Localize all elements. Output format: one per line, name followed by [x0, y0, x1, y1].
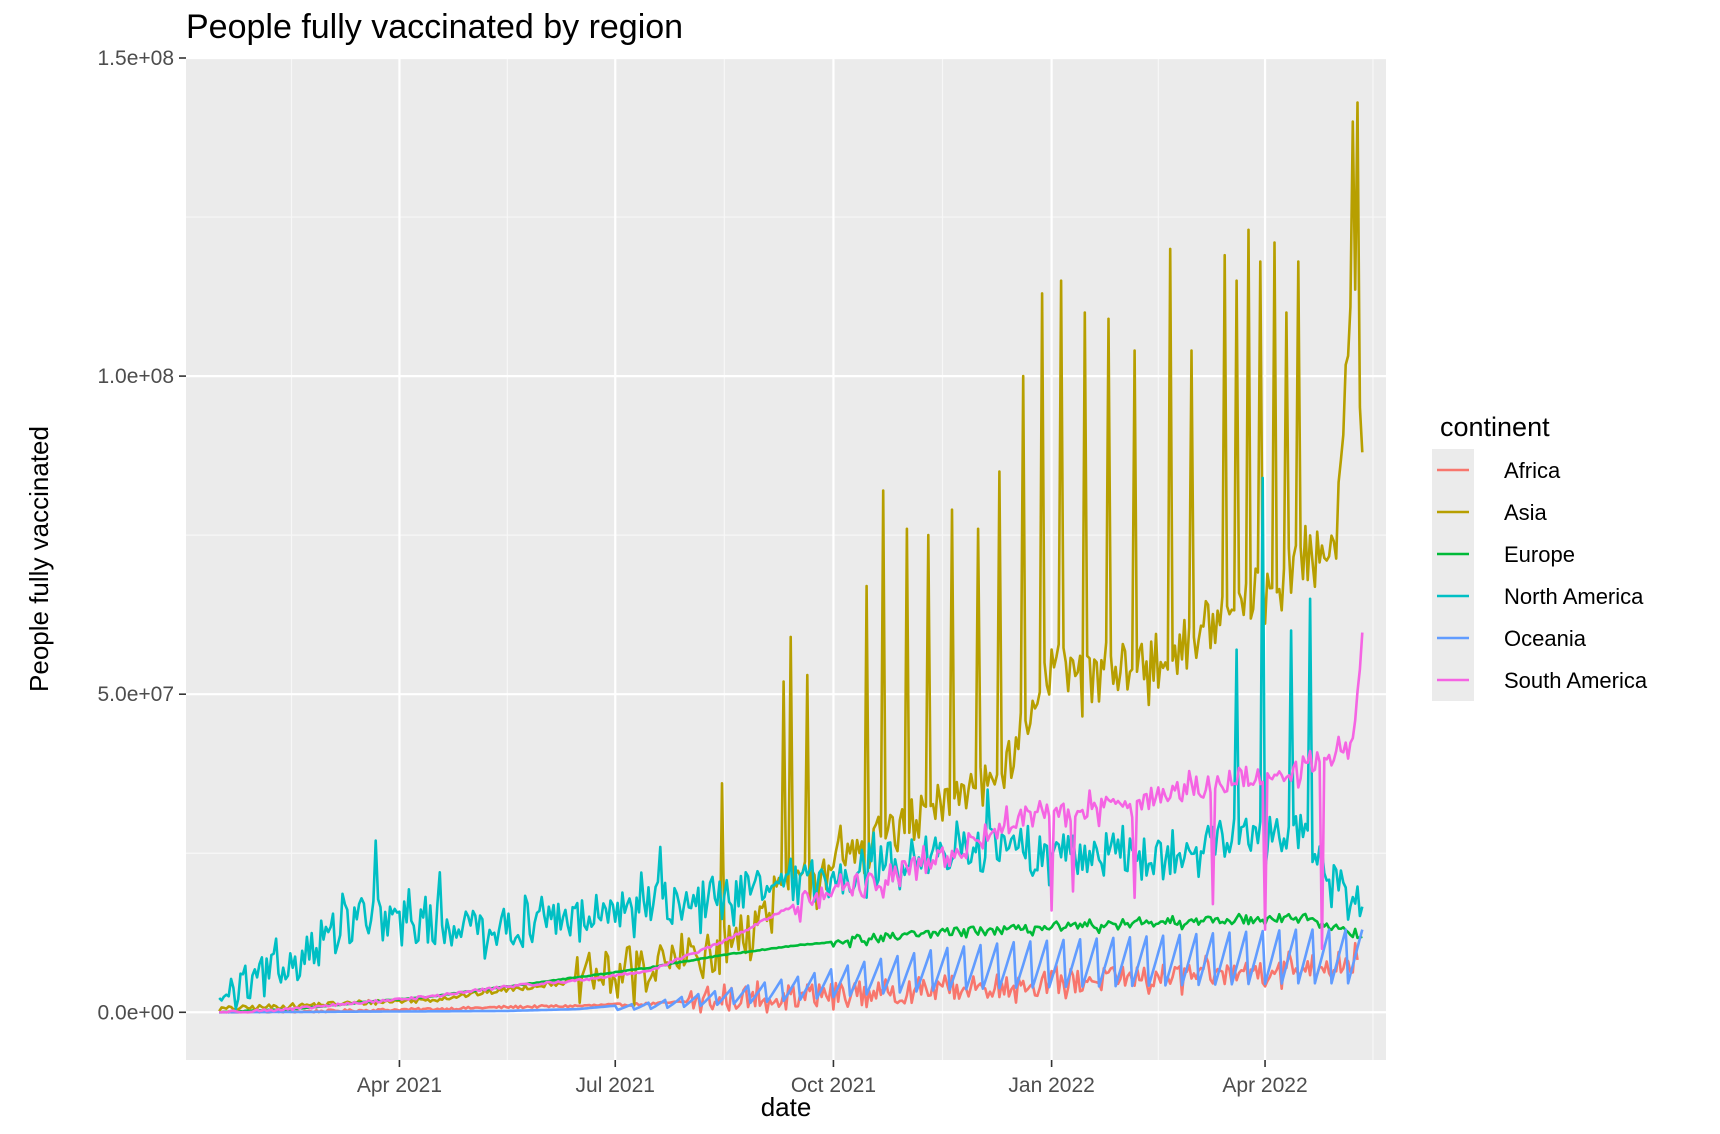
legend-label-europe: Europe: [1504, 542, 1575, 567]
x-tick-label: Jan 2022: [1008, 1074, 1094, 1097]
series-line-oceania: [219, 928, 1364, 1014]
x-tick-label: Oct 2021: [791, 1074, 876, 1097]
legend-label-oceania: Oceania: [1504, 626, 1587, 651]
legend-label-south-america: South America: [1504, 668, 1648, 693]
series-line-north-america: [218, 476, 1364, 1011]
major-gridlines: [186, 56, 1386, 1060]
plot-panel: [186, 58, 1386, 1060]
y-tick-label: 1.5e+08: [98, 47, 175, 70]
y-tick-labels: 0.0e+00 5.0e+07 1.0e+08 1.5e+08: [98, 47, 175, 1024]
legend-label-africa: Africa: [1504, 458, 1561, 483]
y-tick-label: 0.0e+00: [98, 1001, 175, 1024]
axis-ticks: [179, 57, 1266, 1067]
series-lines: [218, 101, 1364, 1014]
x-tick-labels: Apr 2021 Jul 2021 Oct 2021 Jan 2022 Apr 2022: [357, 1074, 1308, 1097]
x-tick-label: Apr 2021: [357, 1074, 442, 1097]
x-tick-label: Jul 2021: [576, 1074, 655, 1097]
legend-items: Africa Asia Europe North America Oceania Sout…: [1432, 449, 1648, 701]
legend-label-asia: Asia: [1504, 500, 1548, 525]
y-tick-label: 5.0e+07: [98, 683, 175, 706]
series-line-south-america: [219, 632, 1364, 1014]
legend-title: continent: [1440, 412, 1550, 442]
chart-title: People fully vaccinated by region: [186, 8, 683, 46]
y-tick-label: 1.0e+08: [98, 365, 175, 388]
legend-label-north-america: North America: [1504, 584, 1644, 609]
x-axis-title: date: [761, 1092, 812, 1122]
y-axis-title: People fully vaccinated: [24, 426, 54, 692]
x-tick-label: Apr 2022: [1222, 1074, 1307, 1097]
legend: continent Africa Asia Europe North America O…: [1432, 412, 1648, 701]
